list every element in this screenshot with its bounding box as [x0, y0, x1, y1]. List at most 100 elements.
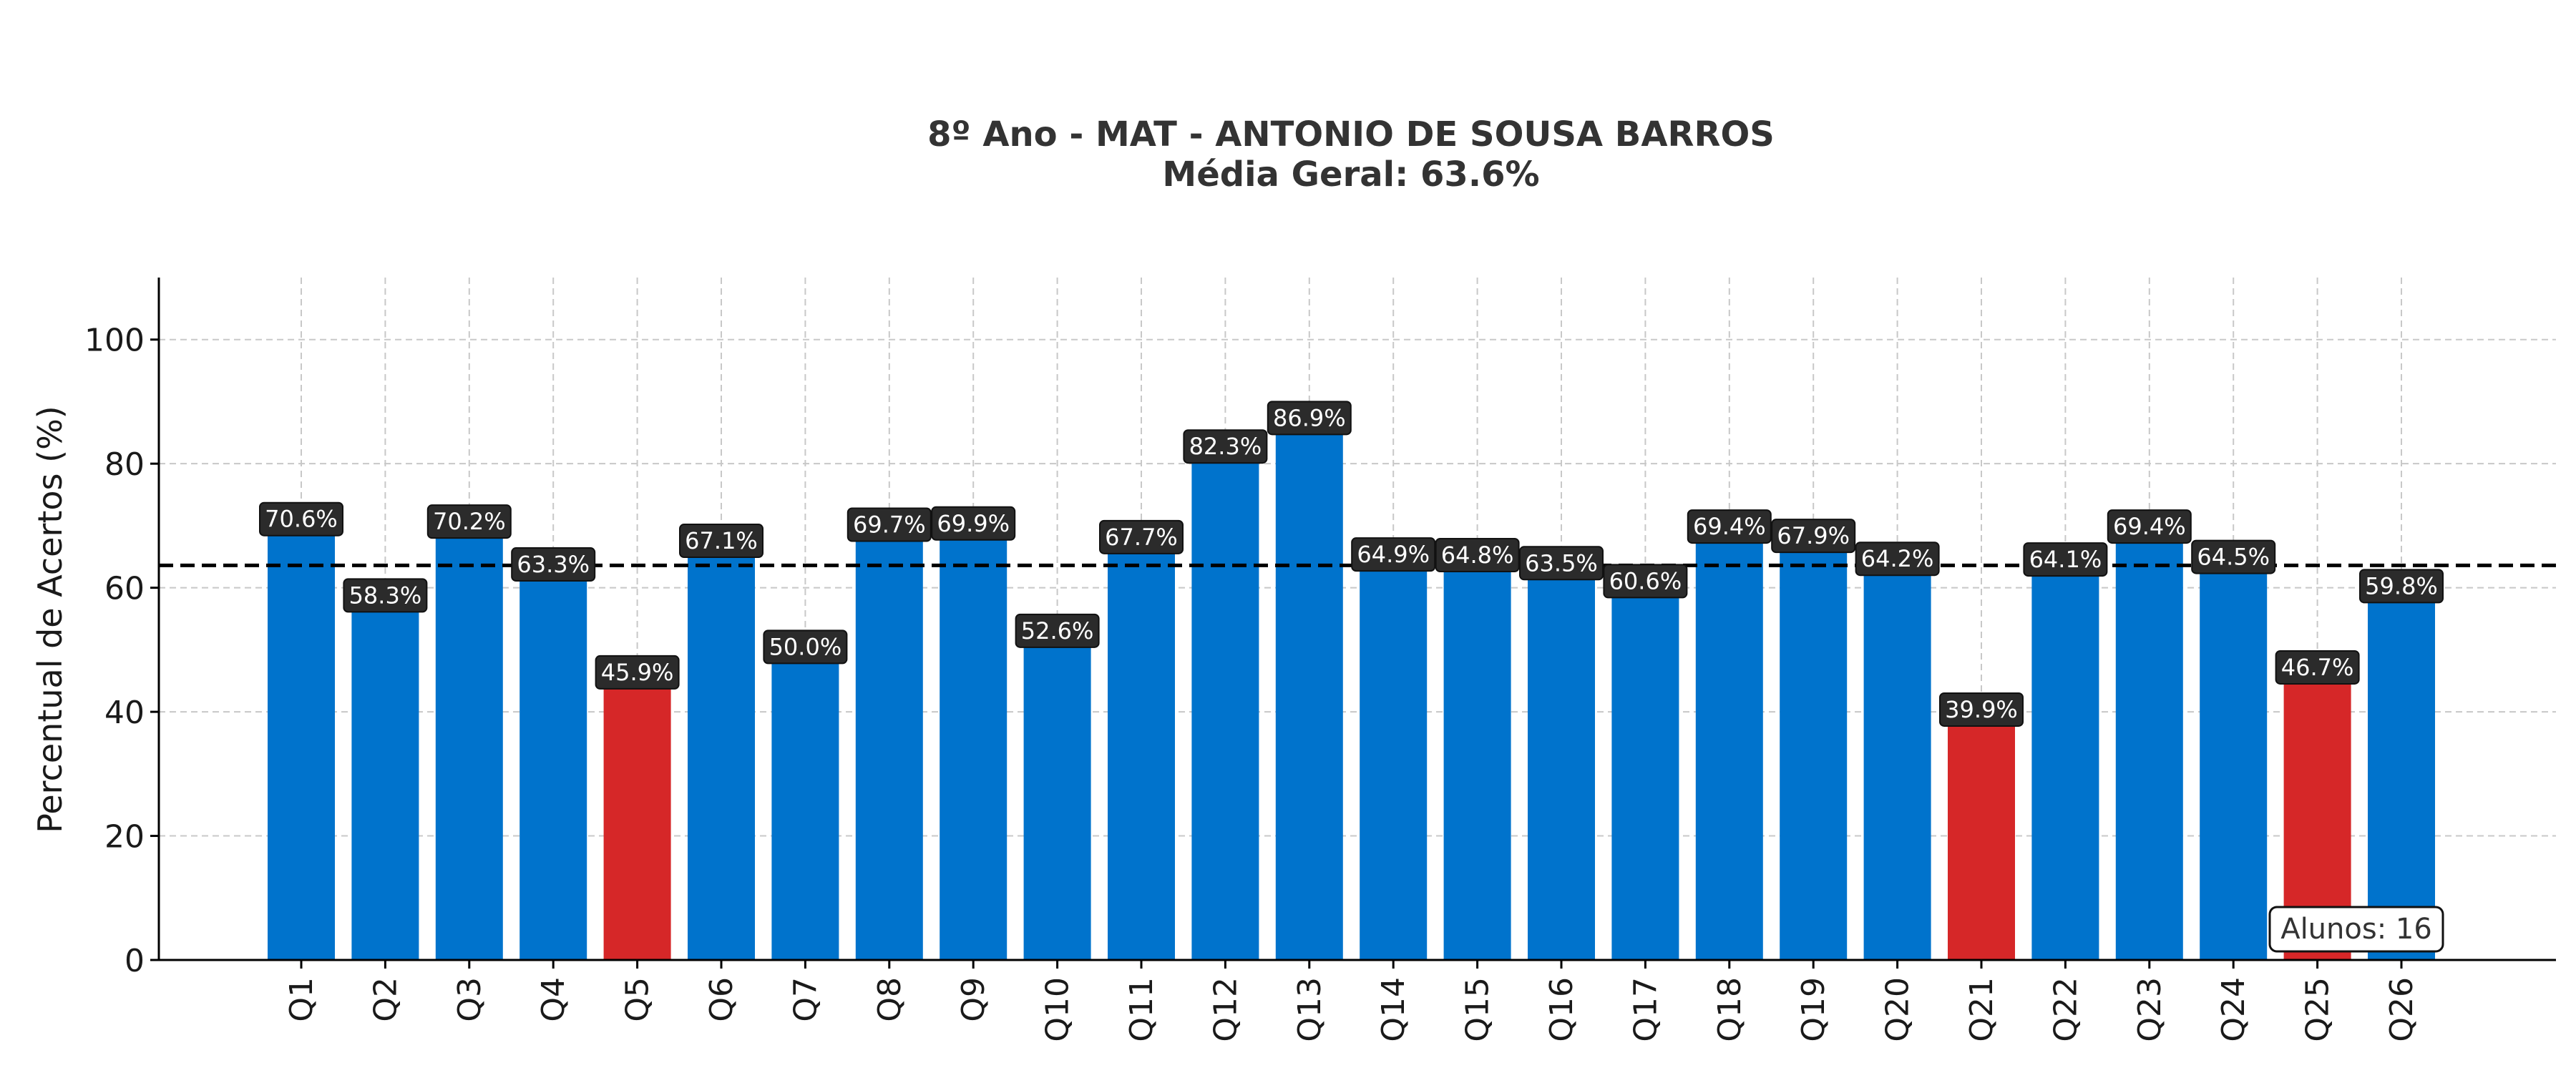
data-label-text: 59.8% [2365, 572, 2438, 599]
x-tick-label: Q6 [703, 977, 740, 1022]
data-label-q7: 50.0% [763, 629, 848, 665]
axes [157, 278, 2556, 961]
data-label-text: 39.9% [1945, 696, 2018, 723]
x-tick-label: Q25 [2300, 977, 2336, 1042]
data-label-text: 64.2% [1861, 545, 1934, 572]
x-tick-label: Q15 [1460, 977, 1496, 1042]
bar-q19 [1780, 539, 1848, 960]
data-label-q24: 64.5% [2191, 539, 2276, 574]
bars [268, 421, 2435, 960]
bar-q23 [2115, 529, 2183, 960]
data-label-box [763, 629, 848, 665]
data-label-box [1603, 564, 1688, 599]
data-label-box [343, 578, 428, 613]
x-tick-label: Q17 [1627, 977, 1664, 1042]
bar-q3 [435, 524, 503, 960]
data-label-box [2191, 539, 2276, 574]
tick-labels: 0 20 40 60 80 100 Q1 Q2 Q3 Q4 Q5 Q6 Q7 Q8 Q9 Q10 Q11 Q12 Q… [84, 323, 2420, 1042]
grid [159, 278, 2556, 960]
bar-q11 [1108, 539, 1175, 960]
data-label-text: 46.7% [2281, 654, 2354, 681]
data-label-q12: 82.3% [1183, 429, 1268, 464]
data-labels: 70.6% 58.3% 70.2% 63.3% 45.9% 67.1% 50.0% 69.7%… [259, 401, 2444, 727]
data-label-q3: 70.2% [426, 504, 512, 539]
bar-q13 [1275, 421, 1343, 960]
data-label-box [1855, 542, 1940, 577]
data-label-box [1267, 401, 1352, 436]
data-label-box [2275, 650, 2360, 685]
data-label-box [1939, 692, 2024, 727]
x-tick-label: Q13 [1292, 977, 1328, 1042]
bar-q18 [1695, 529, 1763, 960]
data-label-q5: 45.9% [595, 655, 680, 690]
data-label-text: 64.5% [2197, 544, 2270, 571]
chart-subtitle: Média Geral: 63.6% [1162, 155, 1539, 195]
data-label-box [1687, 509, 1772, 544]
bar-q1 [268, 521, 335, 960]
data-label-box [1435, 538, 1520, 573]
bar-q4 [519, 567, 587, 960]
data-label-box [1519, 546, 1604, 581]
data-label-text: 70.6% [265, 506, 338, 533]
bar-q12 [1191, 449, 1259, 960]
data-label-q26: 59.8% [2359, 569, 2444, 604]
data-label-q16: 63.5% [1519, 546, 1604, 581]
students-note-text: Alunos: 16 [2280, 913, 2432, 946]
data-label-text: 50.0% [769, 633, 842, 660]
students-note-box [2268, 906, 2444, 953]
data-label-text: 64.1% [2029, 546, 2102, 573]
x-tick-label: Q21 [1963, 977, 2000, 1042]
data-label-q1: 70.6% [259, 501, 343, 536]
y-tick-label: 80 [104, 446, 145, 483]
x-tick-label: Q26 [2384, 977, 2420, 1042]
data-label-text: 69.9% [937, 510, 1010, 537]
data-label-text: 45.9% [601, 659, 674, 686]
data-label-text: 67.7% [1105, 524, 1178, 551]
bar-q26 [2368, 589, 2435, 960]
data-label-q22: 64.1% [2023, 542, 2108, 577]
bar-q24 [2200, 559, 2268, 960]
x-tick-label: Q19 [1795, 977, 1832, 1042]
data-label-box [259, 501, 343, 536]
data-label-q17: 60.6% [1603, 564, 1688, 599]
bar-q10 [1023, 633, 1091, 960]
data-label-q11: 67.7% [1099, 519, 1184, 554]
data-label-text: 58.3% [349, 582, 422, 609]
data-label-text: 82.3% [1189, 433, 1262, 460]
y-axis-label: Percentual de Acertos (%) [31, 406, 69, 833]
data-label-box [1351, 537, 1436, 572]
x-tick-label: Q11 [1123, 977, 1160, 1042]
data-label-q20: 64.2% [1855, 542, 1940, 577]
data-label-q23: 69.4% [2107, 509, 2192, 544]
bar-q21 [1948, 712, 2015, 960]
x-tick-label: Q3 [452, 977, 488, 1022]
x-tick-label: Q4 [535, 977, 572, 1022]
data-label-q15: 64.8% [1435, 538, 1520, 573]
chart-title: 8º Ano - MAT - ANTONIO DE SOUSA BARROS [927, 114, 1775, 155]
data-label-box [595, 655, 680, 690]
y-tick-label: 100 [84, 323, 145, 359]
data-label-box [2359, 569, 2444, 604]
x-tick-label: Q24 [2215, 977, 2252, 1042]
data-label-box [1183, 429, 1268, 464]
data-label-text: 52.6% [1021, 617, 1094, 645]
data-label-q9: 69.9% [931, 506, 1016, 541]
x-tick-label: Q2 [367, 977, 404, 1022]
data-label-box [2107, 509, 2192, 544]
x-tick-label: Q10 [1040, 977, 1076, 1042]
bar-q2 [351, 598, 419, 960]
y-tick-label: 0 [125, 943, 145, 979]
x-tick-label: Q8 [872, 977, 908, 1022]
data-label-text: 64.8% [1441, 542, 1514, 569]
data-label-q21: 39.9% [1939, 692, 2024, 727]
bar-q22 [2031, 562, 2099, 960]
students-note: Alunos: 16 [2268, 906, 2444, 953]
x-tick-label: Q20 [1880, 977, 1916, 1042]
y-tick-label: 20 [104, 819, 145, 856]
data-label-text: 60.6% [1609, 567, 1682, 594]
x-tick-label: Q16 [1543, 977, 1580, 1042]
y-tick-label: 60 [104, 571, 145, 607]
data-label-box [931, 506, 1016, 541]
